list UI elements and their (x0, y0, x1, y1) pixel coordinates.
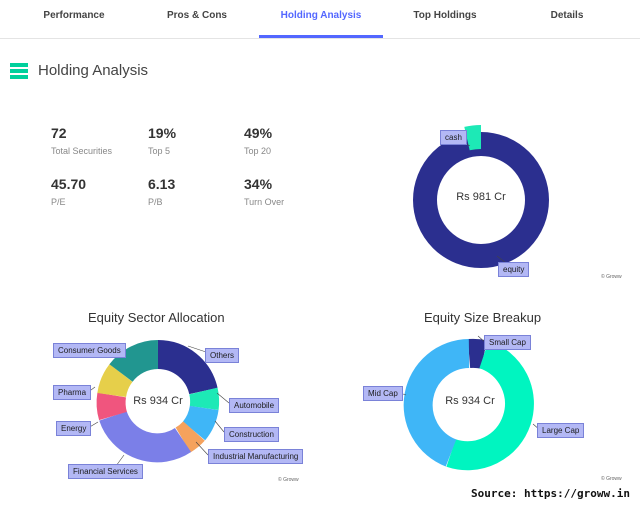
label-financial-services: Financial Services (68, 464, 143, 479)
tab-performance[interactable]: Performance (43, 10, 105, 21)
leader-line (214, 420, 225, 433)
donut-slice-large-cap (446, 340, 534, 471)
tab-bar: Performance Pros & Cons Holding Analysis… (0, 0, 640, 39)
donut-slice-cash (464, 125, 482, 151)
label-equity: equity (498, 262, 530, 277)
label-automobile: Automobile (229, 398, 280, 413)
chart-credit: © Groww (601, 274, 622, 280)
label-mid-cap: Mid Cap (363, 386, 403, 401)
stat-top20-value: 49% (244, 125, 273, 141)
label-small-cap: Small Cap (484, 335, 531, 350)
leader-line (195, 441, 209, 456)
stat-pb-value: 6.13 (148, 176, 176, 192)
chart-credit: © Groww (278, 477, 299, 483)
stat-pb-label: P/B (148, 197, 163, 207)
donut-slice-small-cap (467, 338, 488, 369)
donut-slice-automobile (189, 387, 220, 410)
section-title: Holding Analysis (38, 62, 149, 79)
donut-slice-pharma (97, 364, 133, 398)
tab-details[interactable]: Details (550, 10, 584, 21)
stat-total-securities-label: Total Securities (51, 146, 113, 156)
tab-pros-cons[interactable]: Pros & Cons (166, 10, 227, 21)
donut-slice-construction (182, 405, 219, 441)
source-caption: Source: https://groww.in (471, 487, 630, 500)
label-consumer-goods: Consumer Goods (53, 343, 126, 358)
label-cash: cash (440, 130, 467, 145)
donut-slice-consumer-goods (109, 340, 159, 383)
label-pharma: Pharma (53, 385, 92, 400)
sector-center-value: Rs 934 Cr (133, 395, 183, 407)
stat-turnover-label: Turn Over (244, 197, 285, 207)
leader-line (187, 345, 207, 353)
size-center-value: Rs 934 Cr (445, 395, 495, 407)
stat-top5-label: Top 5 (148, 146, 171, 156)
size-chart-title: Equity Size Breakup (424, 310, 542, 325)
asset-center-value: Rs 981 Cr (456, 191, 506, 203)
stat-pe-value: 45.70 (51, 176, 87, 192)
sector-chart-title: Equity Sector Allocation (88, 310, 225, 325)
holding-analysis-icon (10, 63, 28, 79)
chart-credit: © Groww (601, 476, 622, 482)
stat-top20-label: Top 20 (244, 146, 272, 156)
donut-slice-financial (99, 410, 192, 463)
donut-slice-mid-cap (403, 339, 470, 467)
stat-turnover-value: 34% (244, 176, 273, 192)
label-industrial-manufacturing: Industrial Manufacturing (208, 449, 304, 464)
label-large-cap: Large Cap (537, 423, 585, 438)
tab-top-holdings[interactable]: Top Holdings (413, 10, 477, 21)
label-energy: Energy (56, 421, 92, 436)
tab-holding-analysis[interactable]: Holding Analysis (280, 10, 362, 21)
stat-pe-label: P/E (51, 197, 66, 207)
label-construction: Construction (224, 427, 279, 442)
stat-top5-value: 19% (148, 125, 177, 141)
label-others: Others (205, 348, 240, 363)
donut-slice-industrial (175, 420, 205, 453)
active-tab-indicator (259, 35, 383, 38)
donut-slice-others (157, 340, 218, 395)
donut-slice-energy (96, 392, 128, 421)
leader-line (216, 392, 230, 404)
stat-total-securities-value: 72 (51, 125, 67, 141)
